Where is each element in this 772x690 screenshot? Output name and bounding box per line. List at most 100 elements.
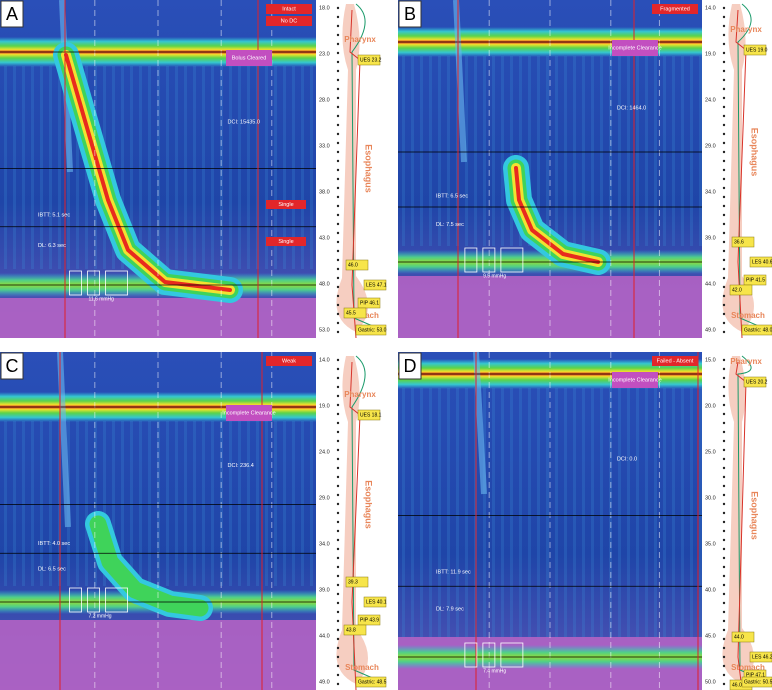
pressure-stripe [130,66,133,269]
clearance-tag: Bolus Cleared [232,55,267,61]
pressure-stripe [555,56,558,246]
pressure-stripe [148,66,151,269]
pressure-stripe [438,388,441,641]
sensor-dot [336,610,340,614]
dci-label: DCI: 1464.0 [617,105,646,111]
anatomy-label: Esophagus [750,491,760,540]
sensor-dot [336,222,340,226]
swallow-streak [473,351,487,495]
dl-label: DL: 7.9 sec [436,606,464,612]
sensor-dot [336,312,340,316]
anatomy-label: Pharynx [730,357,762,366]
pressure-stripe [184,66,187,269]
sensor-dot [722,141,726,145]
depth-tick-label: 33.0 [319,143,330,149]
sensor-dot [722,240,726,244]
sensor-dot [722,294,726,298]
sensor-dot [722,475,726,479]
pressure-stripe [22,421,25,586]
panel: 18.0 23.0 28.0 33.0 38.0 43.0 48.0 53.0 Pharynx E… [0,0,387,339]
sensor-dot [336,213,340,217]
wave-tag: Single [278,239,293,245]
sensor-dot [336,285,340,289]
pressure-stripe [112,66,115,269]
panel-letter: C [6,356,19,376]
pressure-stripe [31,421,34,586]
sensor-tag: PIP 46.1 [360,300,379,306]
sensor-dot [722,150,726,154]
sensor-dot [336,484,340,488]
pressure-stripe [411,56,414,246]
bolus-box [482,642,496,668]
anatomy-label: Stomach [731,311,765,320]
pressure-stripe [645,388,648,641]
pressure-stripe [49,421,52,586]
sensor-dot [336,240,340,244]
sensor-dot [722,574,726,578]
sensor-dot [336,664,340,668]
pressure-stripe [274,66,277,269]
clearance-tag-box [612,372,658,388]
sensor-dot [336,646,340,650]
sensor-dot [722,493,726,497]
pressure-label: 11.6 mmHg [88,296,114,302]
sensor-dot [336,529,340,533]
status-tag-box [266,356,312,366]
sensor-dot [722,69,726,73]
depth-tick-label: 29.0 [319,495,330,501]
peristaltic-wave [64,53,232,292]
pressure-stripe [672,388,675,641]
sensor-dot [336,376,340,380]
sensor-dot [722,421,726,425]
sensor-dot [722,321,726,325]
sensor-dot [336,60,340,64]
pressure-stripe [582,388,585,641]
sensor-dot [722,439,726,443]
peristaltic-wave [89,515,209,617]
sensor-tag-box [355,676,387,688]
sensor-tag-box [741,324,772,336]
sensor-tag: LES 47.1 [366,282,387,288]
sensor-dot [722,484,726,488]
pressure-label: 7.2 mmHg [88,613,111,619]
depth-tick-label: 50.0 [705,679,716,685]
bolus-box [105,270,128,296]
sensor-dot [336,502,340,506]
sensor-tag: 46.0 [348,262,358,268]
pressure-stripe [465,388,468,641]
sensor-dot [336,412,340,416]
pressure-stripe [274,421,277,586]
dl-label: DL: 7.5 sec [436,222,464,228]
sensor-dot [722,42,726,46]
sensor-tag-box [343,624,367,636]
sensor-dot [336,601,340,605]
pressure-stripe [139,66,142,269]
pressure-stripe [238,66,241,269]
sensor-tag: 42.0 [732,287,742,293]
sensor-tag: UES 19.0 [746,47,768,53]
sensor-tag-box [731,236,755,248]
pressure-stripe [247,421,250,586]
sensor-tag: 44.0 [734,634,744,640]
sensor-dot [336,448,340,452]
sensor-dot [722,60,726,64]
pressure-stripe [420,56,423,246]
pressure-stripe [301,66,304,269]
pressure-stripe [411,388,414,641]
sensor-dot [336,150,340,154]
pressure-stripe [654,56,657,246]
sensor-tag: Gastric: 48.5 [358,679,387,685]
bolus-box [500,642,524,668]
dl-label: DL: 6.5 sec [38,566,66,572]
sensor-dot [336,33,340,37]
sensor-dot [336,538,340,542]
sensor-tag-box [363,596,387,608]
anatomy-shape [336,4,368,332]
bolus-box [464,642,478,668]
sensor-dot [722,430,726,434]
sensor-dot [722,213,726,217]
pressure-stripe [292,421,295,586]
swallow-streak [57,351,71,528]
clearance-tag-box [612,40,658,56]
sensor-dot [336,249,340,253]
